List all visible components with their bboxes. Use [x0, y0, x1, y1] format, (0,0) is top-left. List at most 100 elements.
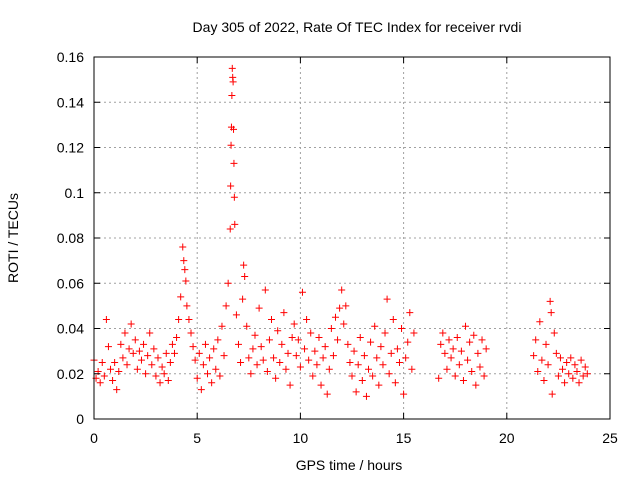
data-point — [346, 358, 354, 366]
data-point — [173, 334, 181, 342]
grid-lines — [94, 57, 610, 419]
data-point — [581, 363, 589, 371]
data-point — [563, 358, 571, 366]
data-point — [201, 340, 209, 348]
data-point — [135, 347, 143, 355]
data-point — [133, 365, 141, 373]
data-point — [400, 390, 408, 398]
data-point — [204, 370, 212, 378]
plot-frame — [93, 56, 611, 420]
data-point — [232, 311, 240, 319]
data-point — [457, 347, 465, 355]
data-point — [259, 356, 267, 364]
data-point — [480, 372, 488, 380]
data-point — [199, 361, 207, 369]
data-point — [311, 347, 319, 355]
data-point — [534, 367, 542, 375]
data-point — [131, 336, 139, 344]
data-point — [292, 352, 300, 360]
data-point — [107, 365, 115, 373]
data-point — [278, 340, 286, 348]
data-point — [303, 315, 311, 323]
data-point — [245, 354, 253, 362]
data-point — [261, 286, 269, 294]
data-point — [402, 354, 410, 362]
data-point — [447, 354, 455, 362]
data-point — [567, 354, 575, 362]
data-point — [243, 322, 251, 330]
data-point — [162, 349, 170, 357]
data-point — [191, 356, 199, 364]
data-point — [561, 379, 569, 387]
data-point — [240, 261, 248, 269]
data-point — [166, 358, 174, 366]
data-point — [228, 91, 236, 99]
data-point — [140, 340, 148, 348]
data-point — [338, 286, 346, 294]
data-point — [327, 325, 335, 332]
data-point — [185, 315, 193, 323]
data-point — [348, 372, 356, 380]
data-point — [410, 329, 418, 337]
data-point — [569, 374, 577, 382]
y-tick-label: 0.08 — [57, 230, 84, 246]
data-point — [177, 293, 185, 301]
data-point — [466, 338, 474, 346]
data-point — [319, 354, 327, 362]
data-point — [342, 302, 350, 310]
data-point — [229, 78, 237, 86]
data-point — [206, 354, 214, 362]
data-point — [298, 288, 306, 296]
data-point — [220, 352, 228, 360]
data-point — [556, 354, 564, 362]
data-point — [373, 354, 381, 362]
data-point — [404, 338, 412, 346]
y-tick-label: 0.04 — [57, 321, 84, 337]
data-point — [468, 367, 476, 375]
data-point — [102, 315, 110, 323]
data-point — [379, 361, 387, 369]
data-point — [365, 365, 373, 373]
data-point — [280, 309, 288, 317]
x-tick-label: 0 — [90, 430, 98, 446]
data-point — [482, 345, 490, 353]
y-tick-label: 0.14 — [57, 94, 84, 110]
data-point — [393, 345, 401, 353]
data-point — [296, 363, 304, 371]
data-point — [183, 302, 191, 310]
data-point — [104, 343, 112, 351]
data-point — [530, 352, 538, 360]
data-point — [142, 370, 150, 378]
data-point — [268, 315, 276, 323]
data-point — [356, 334, 364, 342]
data-point — [96, 379, 104, 387]
data-point — [123, 361, 131, 369]
data-point — [381, 329, 389, 337]
data-point — [288, 334, 296, 342]
data-point — [453, 334, 461, 342]
data-point — [208, 379, 216, 387]
data-point — [451, 372, 459, 380]
x-tick-label: 5 — [193, 430, 201, 446]
data-point — [164, 377, 172, 385]
data-point — [265, 336, 273, 344]
data-point — [387, 349, 395, 357]
data-point — [144, 352, 152, 360]
data-point — [284, 349, 292, 357]
data-point — [583, 370, 591, 378]
data-point — [257, 343, 265, 351]
y-tick-label: 0.02 — [57, 366, 84, 382]
data-point — [575, 379, 583, 387]
data-point — [247, 370, 255, 378]
data-point — [443, 365, 451, 373]
data-point — [255, 304, 263, 312]
data-point — [391, 379, 399, 387]
data-point — [152, 372, 160, 380]
data-point — [137, 356, 145, 364]
data-point — [360, 352, 368, 360]
data-point — [193, 374, 201, 382]
data-point — [408, 365, 416, 373]
data-point — [111, 358, 119, 366]
data-point — [406, 309, 414, 317]
data-point — [187, 329, 195, 337]
